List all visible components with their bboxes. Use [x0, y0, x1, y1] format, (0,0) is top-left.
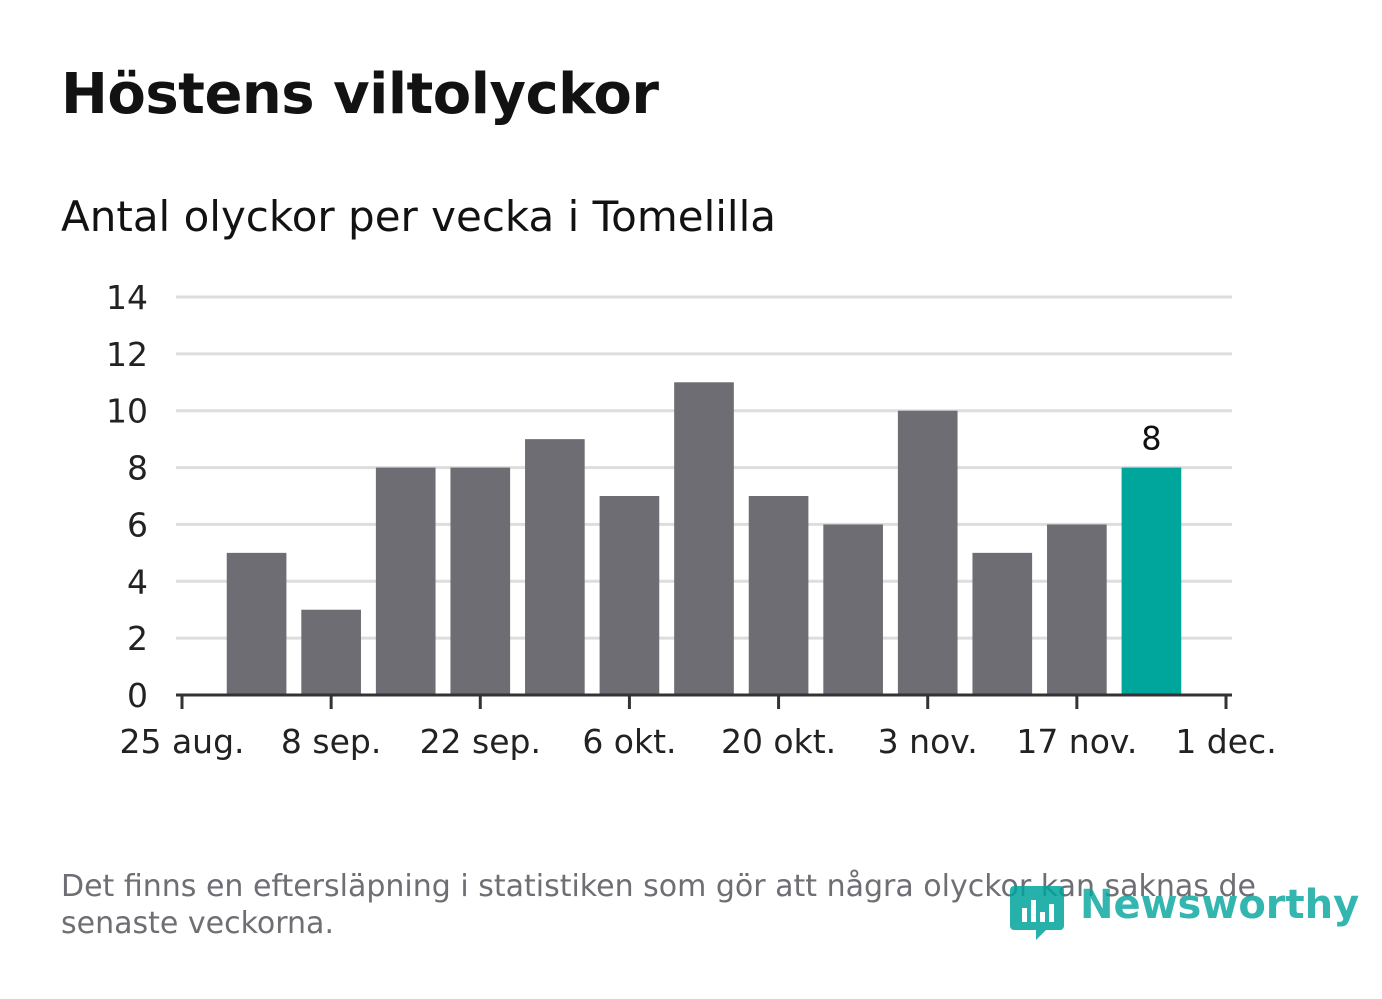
- bars: [226, 382, 1182, 695]
- y-tick-label: 2: [127, 619, 148, 658]
- bar: [599, 496, 660, 695]
- bar: [674, 382, 734, 695]
- bar: [1047, 524, 1107, 695]
- x-tick-label: 1 dec.: [1175, 722, 1276, 761]
- newsworthy-logo-icon: [1010, 886, 1064, 940]
- bar: [972, 552, 1033, 695]
- y-tick-label: 10: [106, 392, 148, 431]
- x-tick-label: 22 sep.: [420, 722, 541, 761]
- chart-title: Höstens viltolyckor: [61, 62, 659, 127]
- labels: 0 2 4 6 8 10 12 14 8 25 aug. 8 sep. 22 sep. 6 okt. 20…: [106, 278, 1277, 761]
- newsworthy-logo-text: Newsworthy: [1080, 882, 1360, 928]
- x-tick-label: 6 okt.: [582, 722, 676, 761]
- y-tick-label: 0: [127, 676, 148, 715]
- bar-highlighted: [1121, 467, 1182, 695]
- x-tick-label: 25 aug.: [119, 722, 244, 761]
- bar: [375, 467, 436, 695]
- x-tick-label: 20 okt.: [721, 722, 836, 761]
- chart-subtitle: Antal olyckor per vecka i Tomelilla: [61, 192, 777, 241]
- bar: [226, 552, 287, 695]
- y-tick-label: 14: [106, 278, 148, 317]
- y-tick-label: 6: [127, 505, 148, 544]
- bar: [748, 496, 809, 695]
- bar: [897, 410, 958, 695]
- data-label: 8: [1141, 420, 1161, 458]
- bar-chart: 0 2 4 6 8 10 12 14 8 25 aug. 8 sep. 22 sep. 6 okt. 20…: [106, 278, 1277, 761]
- y-tick-label: 12: [106, 335, 148, 374]
- bar: [301, 609, 361, 695]
- axes: [176, 693, 1232, 709]
- y-tick-label: 8: [127, 449, 148, 488]
- x-tick-label: 3 nov.: [878, 722, 978, 761]
- bar: [823, 524, 883, 695]
- bar: [525, 439, 585, 695]
- x-tick-label: 17 nov.: [1016, 722, 1137, 761]
- bar: [450, 467, 511, 695]
- newsworthy-logo: Newsworthy: [1010, 880, 1359, 942]
- y-tick-label: 4: [127, 562, 148, 601]
- x-tick-label: 8 sep.: [281, 722, 381, 761]
